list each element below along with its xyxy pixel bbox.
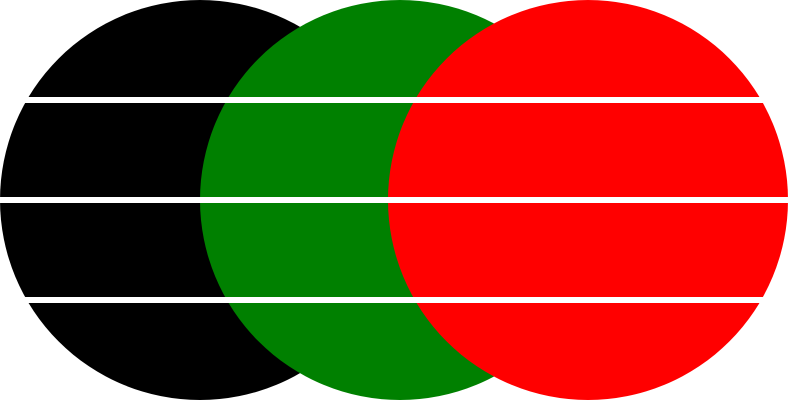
white-stripe	[0, 97, 788, 103]
white-stripe	[0, 297, 788, 303]
white-stripe	[0, 197, 788, 203]
